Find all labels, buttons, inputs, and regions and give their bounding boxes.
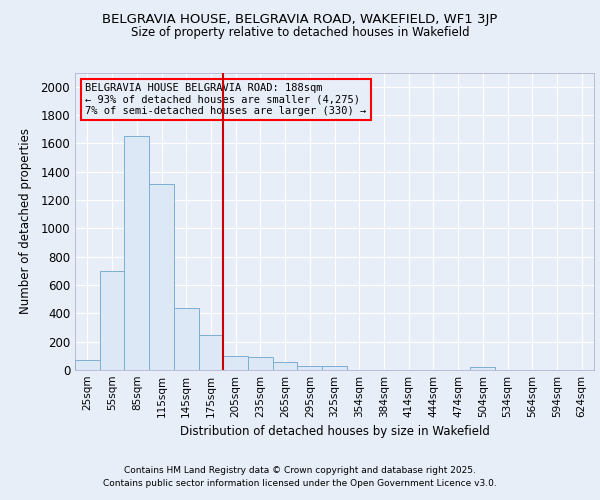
Bar <box>470 367 495 370</box>
Text: Size of property relative to detached houses in Wakefield: Size of property relative to detached ho… <box>131 26 469 39</box>
Bar <box>199 334 223 370</box>
Bar <box>298 366 322 370</box>
Bar <box>248 357 273 370</box>
Bar <box>174 308 199 370</box>
Text: BELGRAVIA HOUSE, BELGRAVIA ROAD, WAKEFIELD, WF1 3JP: BELGRAVIA HOUSE, BELGRAVIA ROAD, WAKEFIE… <box>103 12 497 26</box>
Text: Contains public sector information licensed under the Open Government Licence v3: Contains public sector information licen… <box>103 479 497 488</box>
X-axis label: Distribution of detached houses by size in Wakefield: Distribution of detached houses by size … <box>179 426 490 438</box>
Text: Contains HM Land Registry data © Crown copyright and database right 2025.: Contains HM Land Registry data © Crown c… <box>124 466 476 475</box>
Bar <box>149 184 174 370</box>
Bar <box>124 136 149 370</box>
Y-axis label: Number of detached properties: Number of detached properties <box>19 128 32 314</box>
Bar <box>322 366 347 370</box>
Text: BELGRAVIA HOUSE BELGRAVIA ROAD: 188sqm
← 93% of detached houses are smaller (4,2: BELGRAVIA HOUSE BELGRAVIA ROAD: 188sqm ←… <box>85 83 367 116</box>
Bar <box>273 362 298 370</box>
Bar <box>75 360 100 370</box>
Bar <box>100 271 124 370</box>
Bar <box>223 356 248 370</box>
